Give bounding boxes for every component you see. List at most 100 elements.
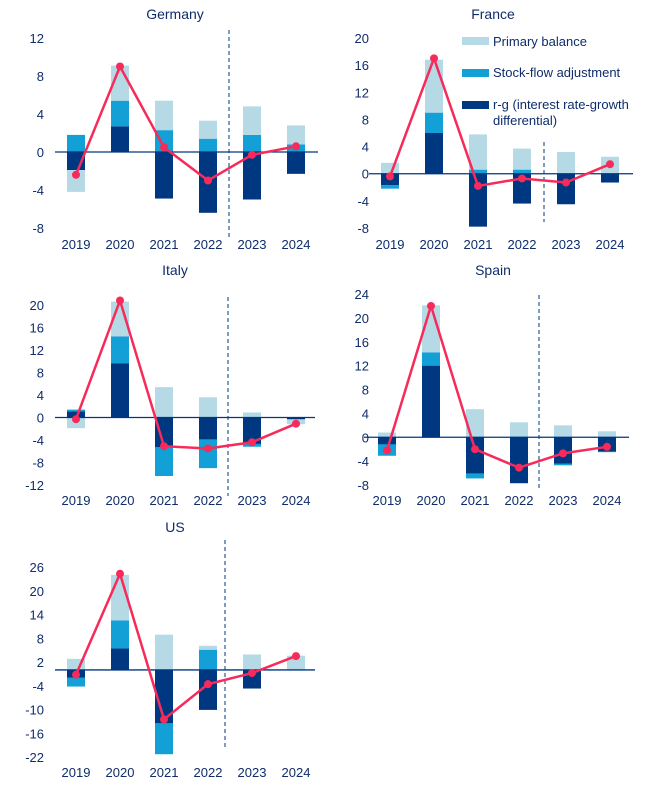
x-tick-label: 2023 xyxy=(238,765,267,780)
total-change-line xyxy=(74,296,297,450)
legend: Primary balance Stock-flow adjustment r-… xyxy=(462,34,629,128)
x-tick-label: 2024 xyxy=(282,493,311,508)
bar-sfa-2022 xyxy=(513,169,531,174)
legend-label-rg-line2: differential) xyxy=(493,113,557,128)
y-tick-label: 20 xyxy=(355,31,369,46)
bar-pb-2020 xyxy=(425,59,443,113)
bar-sfa-2020 xyxy=(422,352,440,366)
x-tick-label: 2024 xyxy=(282,237,311,252)
bar-pb-2024 xyxy=(287,125,305,145)
x-tick-label: 2020 xyxy=(106,765,135,780)
total-change-point-2019 xyxy=(72,670,80,679)
x-tick-label: 2023 xyxy=(549,493,578,508)
y-tick-label: 14 xyxy=(30,608,44,623)
legend-swatch-rg xyxy=(462,101,489,109)
x-tick-label: 2023 xyxy=(238,493,267,508)
x-tick-label: 2023 xyxy=(238,237,267,252)
total-change-point-2019 xyxy=(72,170,80,179)
total-change-point-2022 xyxy=(515,463,523,472)
bar-sfa-2022 xyxy=(199,439,217,469)
total-change-line xyxy=(385,301,608,470)
bar-pb-2022 xyxy=(513,148,531,170)
bar-sfa-2024 xyxy=(598,451,616,453)
total-change-point-2020 xyxy=(116,296,124,305)
bar-rg-2021 xyxy=(155,152,173,199)
y-tick-label: 4 xyxy=(37,388,44,403)
total-change-point-2020 xyxy=(427,301,435,310)
y-tick-label: -4 xyxy=(357,194,369,209)
total-change-point-2023 xyxy=(559,449,567,458)
y-tick-label: 4 xyxy=(37,107,44,122)
y-tick-label: 8 xyxy=(37,366,44,381)
total-change-point-2024 xyxy=(292,419,300,428)
panel-title: US xyxy=(165,519,184,535)
x-tick-label: 2020 xyxy=(106,237,135,252)
x-tick-label: 2019 xyxy=(62,765,91,780)
y-tick-label: 16 xyxy=(355,58,369,73)
bar-sfa-2019 xyxy=(381,185,399,189)
y-tick-label: -22 xyxy=(25,750,44,765)
bar-rg-2024 xyxy=(601,173,619,183)
bar-sfa-2020 xyxy=(111,336,129,364)
panel-spain: Spain24201612840-4-820192020202120222023… xyxy=(355,262,629,508)
bar-pb-2023 xyxy=(557,152,575,174)
bar-rg-2023 xyxy=(243,152,261,200)
total-change-point-2022 xyxy=(204,680,212,689)
x-tick-label: 2021 xyxy=(150,765,179,780)
x-tick-label: 2020 xyxy=(106,493,135,508)
bar-rg-2020 xyxy=(425,133,443,174)
x-tick-label: 2024 xyxy=(596,237,625,252)
bar-rg-2022 xyxy=(199,417,217,440)
bar-sfa-2019 xyxy=(67,134,85,152)
panel-title: Spain xyxy=(475,262,511,278)
bar-rg-2023 xyxy=(557,173,575,205)
bar-sfa-2019 xyxy=(67,409,85,412)
x-tick-label: 2024 xyxy=(282,765,311,780)
x-tick-label: 2019 xyxy=(376,237,405,252)
x-tick-label: 2023 xyxy=(552,237,581,252)
y-tick-label: -4 xyxy=(357,454,369,469)
total-change-point-2023 xyxy=(248,669,256,678)
bar-rg-2020 xyxy=(111,126,129,152)
bar-pb-2024 xyxy=(598,431,616,438)
y-tick-label: 16 xyxy=(355,335,369,350)
x-tick-label: 2019 xyxy=(62,237,91,252)
y-tick-label: 2 xyxy=(37,655,44,670)
bar-pb-2021 xyxy=(155,387,173,418)
x-tick-label: 2022 xyxy=(508,237,537,252)
y-tick-label: -12 xyxy=(25,478,44,493)
y-tick-label: 24 xyxy=(355,287,369,302)
bar-pb-2022 xyxy=(199,645,217,650)
y-tick-label: 0 xyxy=(37,411,44,426)
y-tick-label: 12 xyxy=(355,85,369,100)
legend-swatch-stock-flow xyxy=(462,69,489,77)
total-change-point-2022 xyxy=(518,174,526,183)
bar-pb-2023 xyxy=(554,425,572,438)
total-change-point-2021 xyxy=(471,445,479,454)
y-tick-label: -8 xyxy=(357,221,369,236)
total-change-point-2023 xyxy=(248,150,256,159)
y-tick-label: -16 xyxy=(25,726,44,741)
bar-sfa-2020 xyxy=(111,620,129,649)
bar-pb-2021 xyxy=(155,100,173,131)
y-tick-label: 20 xyxy=(355,311,369,326)
bar-rg-2021 xyxy=(466,437,484,474)
bar-rg-2024 xyxy=(287,417,305,420)
legend-label-rg: r-g (interest rate-growth xyxy=(493,97,629,112)
y-tick-label: 12 xyxy=(30,343,44,358)
total-change-line xyxy=(388,54,611,188)
bar-sfa-2021 xyxy=(469,169,487,174)
bar-rg-2022 xyxy=(199,669,217,710)
y-tick-label: 16 xyxy=(30,321,44,336)
panel-germany: Germany 12 8 4 0 -4 -8 2019 2020 2021 2022 2023 2024 xyxy=(30,6,318,252)
bar-rg-2024 xyxy=(287,152,305,174)
total-change-point-2019 xyxy=(386,172,394,181)
bar-pb-2019 xyxy=(67,170,85,192)
y-tick-label: 12 xyxy=(30,31,44,46)
bar-sfa-2021 xyxy=(466,473,484,479)
total-change-point-2019 xyxy=(72,415,80,424)
total-change-point-2024 xyxy=(292,652,300,661)
total-change-point-2021 xyxy=(160,715,168,724)
total-change-point-2020 xyxy=(116,62,124,71)
